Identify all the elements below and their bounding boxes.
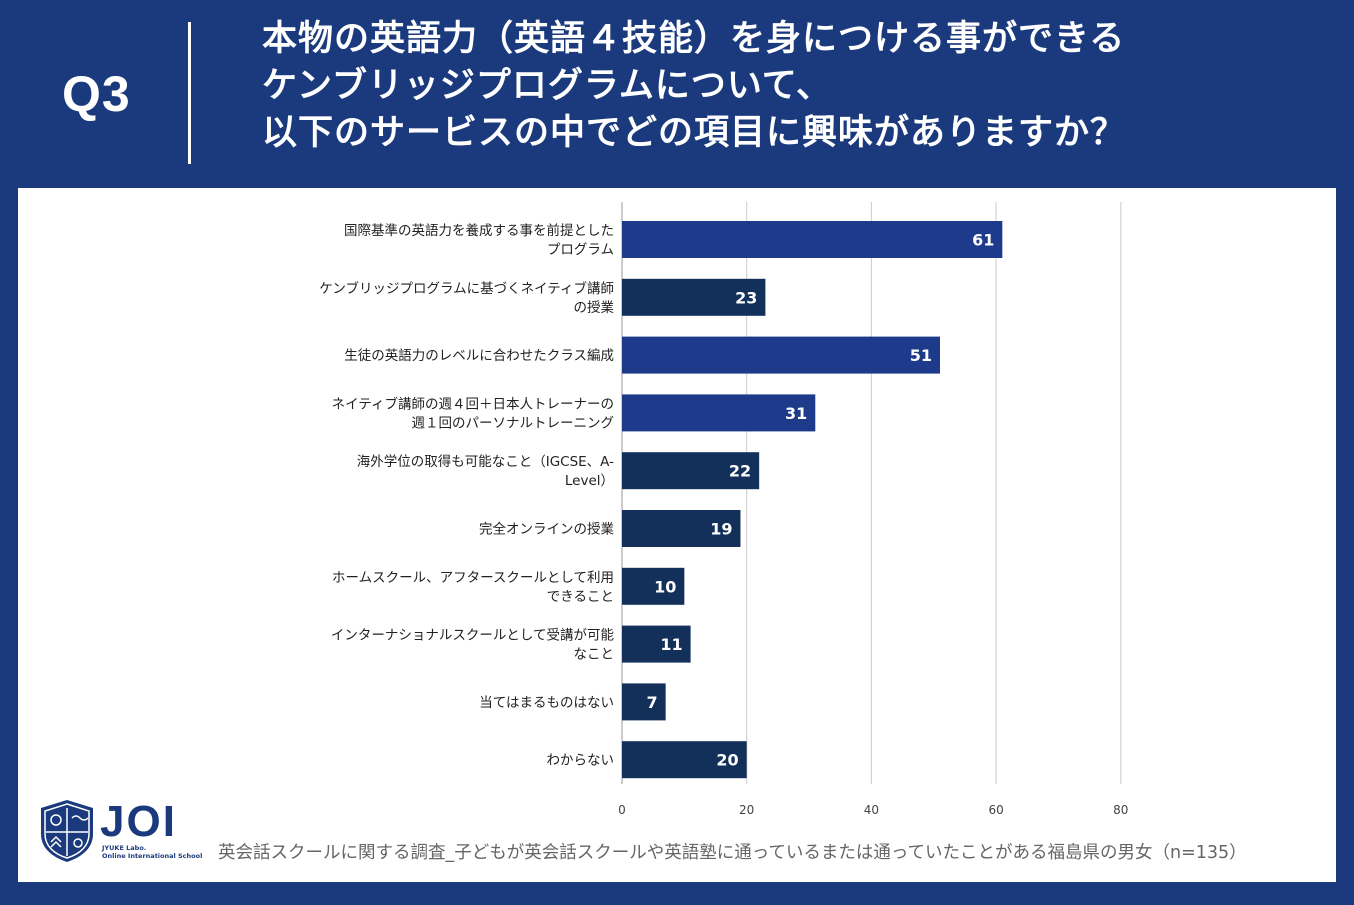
logo-subtitle: JYUKE Labo. Online International School [102,844,242,860]
header-banner: Q3 本物の英語力（英語４技能）を身につける事ができる ケンブリッジプログラムに… [0,0,1354,188]
category-label: ホームスクール、アフタースクールとして利用できること [332,570,614,605]
category-label: ケンブリッジプログラムに基づくネイティブ講師の授業 [319,280,614,316]
question-number: Q3 [62,66,131,122]
category-label-line: 国際基準の英語力を養成する事を前提とした [344,222,614,239]
x-tick-label: 80 [1113,803,1128,817]
question-title: 本物の英語力（英語４技能）を身につける事ができる ケンブリッジプログラムについて… [262,16,1342,157]
x-tick-label: 20 [739,803,754,817]
category-label-line: 当てはまるものはない [479,695,614,711]
category-label-line: の授業 [574,300,615,316]
category-label-line: インターナショナルスクールとして受講が可能 [331,628,614,644]
joi-logo: JOI JYUKE Labo. Online International Sch… [38,798,238,868]
category-label: 海外学位の取得も可能なこと（IGCSE、A- Level） [357,453,614,489]
category-label: 完全オンラインの授業 [479,521,614,538]
category-label-line: 完全オンラインの授業 [479,521,614,538]
bar-value-label: 11 [660,635,682,654]
title-line-2: ケンブリッジプログラムについて、 [262,66,833,106]
logo-wordmark: JOI [100,797,177,846]
bar-value-label: 20 [716,751,738,770]
bar-value-label: 31 [785,404,807,423]
bar-value-label: 19 [710,520,732,539]
logo-subtitle-line-2: Online International School [102,852,203,860]
category-label-line: 週１回のパーソナルトレーニング [412,415,615,431]
survey-source-note: 英会話スクールに関する調査_子どもが英会話スクールや英語塾に通っているまたは通っ… [218,843,1247,863]
bar-value-label: 61 [972,231,994,250]
bar [622,683,666,721]
bar [622,221,1003,258]
bar [622,278,766,316]
bar [622,741,747,779]
title-line-3: 以下のサービスの中でどの項目に興味がありますか？ [262,113,1127,153]
bar-value-label: 51 [910,346,932,365]
category-label: 生徒の英語力のレベルに合わせたクラス編成 [344,347,614,364]
header-divider [188,22,191,164]
bar [622,625,691,663]
category-label: わからない [547,753,615,769]
category-label-line: 海外学位の取得も可能なこと（IGCSE、A- [357,453,614,470]
logo-subtitle-line-1: JYUKE Labo. [102,844,147,852]
bar [622,336,940,374]
bar-chart: 0 20 40 60 80 61 国際基準の英語力を養成する事を前提としたプログラム 23 ケン… [319,202,1128,817]
bar-value-label: 23 [735,288,757,307]
bar [622,510,741,547]
x-tick-label: 0 [618,803,626,817]
bar-value-label: 22 [729,462,751,481]
category-label-line: Level） [565,473,614,489]
bar-value-label: 7 [647,693,658,712]
title-line-1: 本物の英語力（英語４技能）を身につける事ができる [262,19,1126,59]
x-tick-label: 40 [864,803,879,817]
category-label: インターナショナルスクールとして受講が可能なこと [331,628,614,663]
category-label-line: ネイティブ講師の週４回＋日本人トレーナーの [332,395,614,412]
category-label: 当てはまるものはない [479,695,614,711]
category-label: 国際基準の英語力を養成する事を前提としたプログラム [344,222,614,258]
category-label-line: プログラム [547,242,614,258]
category-label-line: わからない [547,753,615,769]
category-label-line: できること [547,589,614,605]
bar-value-label: 10 [654,577,676,596]
x-tick-label: 60 [988,803,1003,817]
chart-panel: 0 20 40 60 80 61 国際基準の英語力を養成する事を前提としたプログラム 23 ケン… [18,188,1336,882]
category-label-line: ケンブリッジプログラムに基づくネイティブ講師 [319,280,614,297]
category-label-line: なこと [574,647,615,663]
bar [622,452,760,490]
category-label: ネイティブ講師の週４回＋日本人トレーナーの週１回のパーソナルトレーニング [332,395,614,431]
bar [622,567,685,605]
bar [622,394,816,432]
category-label-line: 生徒の英語力のレベルに合わせたクラス編成 [344,347,614,364]
crest-icon [41,800,93,862]
category-label-line: ホームスクール、アフタースクールとして利用 [332,570,614,586]
